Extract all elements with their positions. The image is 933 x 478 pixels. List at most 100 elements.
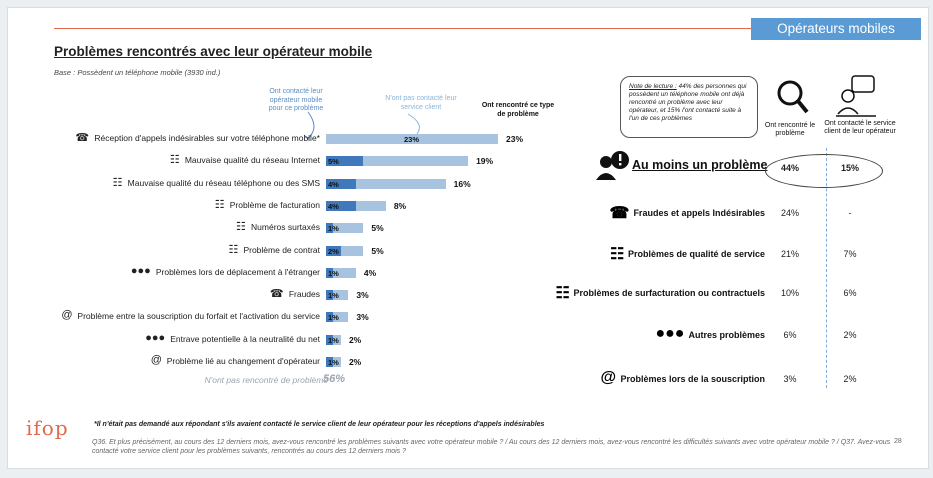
at-least-one-problem-label: Au moins un problème bbox=[632, 158, 768, 172]
slide: Opérateurs mobiles Problèmes rencontrés … bbox=[7, 7, 929, 469]
annotation-arrows bbox=[303, 111, 420, 140]
summary-encountered-value: 24% bbox=[780, 208, 799, 218]
document-icon: ☷ bbox=[555, 285, 570, 302]
slide-title: Problèmes rencontrés avec leur opérateur… bbox=[54, 44, 373, 59]
summary-contacted-value: 6% bbox=[843, 288, 857, 298]
bar-value-label: 8% bbox=[393, 200, 407, 211]
no-problem-value: 56% bbox=[323, 373, 346, 385]
bar-contacted bbox=[326, 200, 356, 211]
bar-contacted bbox=[326, 245, 341, 256]
bar-value-label: 2% bbox=[348, 334, 362, 345]
annotation-encountered: Ont rencontré ce type de problème bbox=[481, 102, 555, 118]
highlight-ellipse bbox=[765, 154, 883, 188]
at-icon: @ bbox=[150, 354, 162, 366]
reading-note-text: 44% des personnes qui possèdent un télép… bbox=[629, 83, 747, 122]
source-questions: Q36. Et plus précisément, au cours des 1… bbox=[92, 439, 891, 455]
bar-contacted bbox=[326, 156, 364, 167]
network-icon: ☷ bbox=[112, 176, 123, 189]
phone-icon: ☎ bbox=[609, 205, 630, 222]
bar-value-label: 3% bbox=[356, 290, 369, 301]
document-icon: ☷ bbox=[214, 198, 225, 211]
bar-encountered bbox=[326, 178, 446, 189]
bar-contacted-label: 4% bbox=[328, 201, 339, 211]
person-alert-icon bbox=[596, 151, 629, 180]
summary-row-label: Fraudes et appels Indésirables bbox=[633, 208, 765, 218]
dots-icon: ●●● bbox=[145, 331, 166, 344]
bar-contacted-label: 1% bbox=[328, 291, 339, 301]
at-icon: @ bbox=[61, 309, 73, 322]
bar-label: Fraudes bbox=[288, 289, 320, 300]
bar-label: Mauvaise qualité du réseau téléphone ou … bbox=[127, 177, 320, 188]
bar-contacted bbox=[326, 178, 356, 189]
network-icon: ☷ bbox=[169, 154, 180, 167]
ifop-logo: ifop bbox=[26, 416, 69, 440]
bar-value-label: 19% bbox=[476, 156, 494, 167]
summary-row-label: Problèmes de qualité de service bbox=[627, 249, 765, 259]
summary-contacted-value: - bbox=[848, 208, 852, 218]
footnote: *Il n'était pas demandé aux répondant s'… bbox=[94, 421, 545, 428]
bar-contacted-label: 1% bbox=[328, 224, 339, 234]
bar-contacted bbox=[326, 312, 334, 323]
bar-value-label: 23% bbox=[506, 134, 524, 144]
bar-label: Problème lié au changement d'opérateur bbox=[166, 356, 320, 366]
highlight-contacted-value: 15% bbox=[840, 163, 859, 173]
bar-value-label: 5% bbox=[371, 223, 384, 234]
bar-contacted-label: 5% bbox=[328, 157, 339, 167]
phone-icon: ☎ bbox=[269, 288, 284, 301]
summary-contacted-value: 2% bbox=[843, 330, 857, 340]
bar-value-label: 3% bbox=[356, 312, 369, 323]
bar-contacted-label: 1% bbox=[328, 358, 339, 367]
bar-encountered bbox=[326, 156, 469, 167]
no-problem-label: N'ont pas rencontré de problème bbox=[204, 375, 328, 385]
bar-label: Problème de facturation bbox=[229, 199, 320, 210]
bar-contacted bbox=[326, 334, 334, 345]
summary-row-label: Problèmes de surfacturation ou contractu… bbox=[573, 288, 765, 298]
bar-contacted-label: 2% bbox=[328, 246, 339, 256]
col-contacted-header: Ont contacté le service client de leur o… bbox=[824, 120, 896, 135]
col-encountered-header: Ont rencontré le problème bbox=[764, 122, 816, 137]
bar-contacted bbox=[326, 223, 334, 234]
bar-value-label: 16% bbox=[453, 178, 471, 189]
document-icon: ☷ bbox=[236, 221, 246, 234]
header-rule bbox=[54, 28, 754, 29]
bar-label: Numéros surtaxés bbox=[251, 222, 320, 233]
bar-contacted-label: 4% bbox=[328, 179, 339, 189]
summary-encountered-value: 6% bbox=[783, 330, 797, 340]
reading-note: Note de lecture : 44% des personnes qui … bbox=[620, 76, 758, 138]
bar-label: Entrave potentielle à la neutralité du n… bbox=[170, 333, 320, 344]
bar-label: Problèmes lors de déplacement à l'étrang… bbox=[155, 266, 320, 277]
at-icon: @ bbox=[600, 369, 617, 386]
document-icon: ☷ bbox=[228, 243, 239, 256]
bar-contacted-label: 23% bbox=[404, 135, 420, 144]
bar-encountered bbox=[326, 134, 498, 144]
reading-note-title: Note de lecture : bbox=[629, 83, 677, 90]
bar-value-label: 5% bbox=[371, 245, 384, 256]
dots-icon: ●●● bbox=[655, 325, 685, 342]
bar-contacted-label: 1% bbox=[328, 335, 339, 345]
bar-value-label: 4% bbox=[363, 267, 377, 278]
summary-contacted-value: 2% bbox=[843, 374, 857, 384]
page-number: 28 bbox=[894, 438, 902, 445]
bar-encountered bbox=[326, 200, 386, 211]
bar-encountered bbox=[326, 290, 349, 301]
annotation-not-contacted: N'ont pas contacté leur service client bbox=[385, 95, 457, 111]
bar-encountered bbox=[326, 312, 349, 323]
bar-value-label: 2% bbox=[348, 357, 362, 367]
bar-encountered bbox=[326, 223, 364, 234]
column-divider bbox=[826, 148, 827, 388]
summary-encountered-value: 21% bbox=[780, 249, 799, 259]
bar-encountered bbox=[326, 267, 356, 278]
bar-encountered bbox=[326, 245, 364, 256]
magnifier-icon bbox=[777, 80, 809, 114]
phone-icon: ☎ bbox=[75, 132, 90, 144]
base-note: Base : Possèdent un téléphone mobile (39… bbox=[54, 68, 221, 77]
bar-encountered bbox=[326, 334, 341, 345]
summary-row-label: Autres problèmes bbox=[688, 330, 765, 340]
bar-label: Problème entre la souscription du forfai… bbox=[77, 311, 320, 322]
annotation-contacted: Ont contacté leur opérateur mobile pour … bbox=[268, 88, 324, 112]
summary-contacted-value: 7% bbox=[843, 249, 857, 259]
bar-contacted bbox=[326, 290, 334, 301]
summary-encountered-value: 10% bbox=[780, 288, 799, 298]
dots-icon: ●●● bbox=[130, 264, 151, 277]
network-icon: ☷ bbox=[609, 246, 625, 263]
